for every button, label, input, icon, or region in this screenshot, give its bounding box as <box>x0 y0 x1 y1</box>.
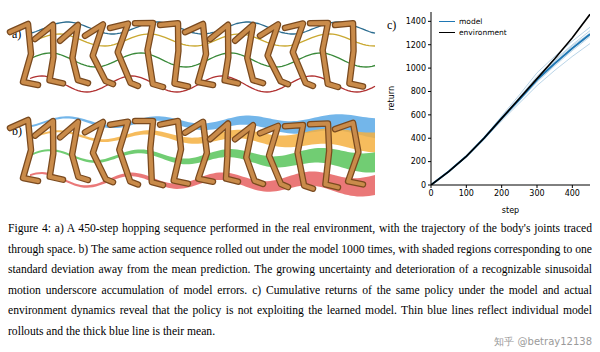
html-text:c): c) <box>387 18 397 32</box>
html-text:知乎 @betray12138: 知乎 @betray12138 <box>494 336 592 347</box>
svg-text:200: 200 <box>411 157 426 166</box>
svg-text:1000: 1000 <box>406 64 426 73</box>
svg-text:300: 300 <box>529 189 544 198</box>
svg-text:0: 0 <box>421 181 426 190</box>
svg-text:0: 0 <box>428 189 433 198</box>
svg-text:200: 200 <box>494 189 509 198</box>
svg-text:100: 100 <box>459 189 474 198</box>
svg-text:400: 400 <box>565 189 580 198</box>
html-text:environment: environment <box>459 28 507 37</box>
svg-text:800: 800 <box>411 87 426 96</box>
html-text:model: model <box>459 17 483 26</box>
svg-text:b): b) <box>12 124 22 138</box>
svg-text:1400: 1400 <box>406 17 426 26</box>
svg-text:step: step <box>502 206 519 215</box>
svg-text:600: 600 <box>411 111 426 120</box>
html-text:Figure 4: a) A 450-step hoppin: Figure 4: a) A 450-step hopping sequence… <box>8 222 592 338</box>
svg-text:1200: 1200 <box>406 41 426 50</box>
svg-text:return: return <box>387 86 396 110</box>
svg-text:400: 400 <box>411 134 426 143</box>
